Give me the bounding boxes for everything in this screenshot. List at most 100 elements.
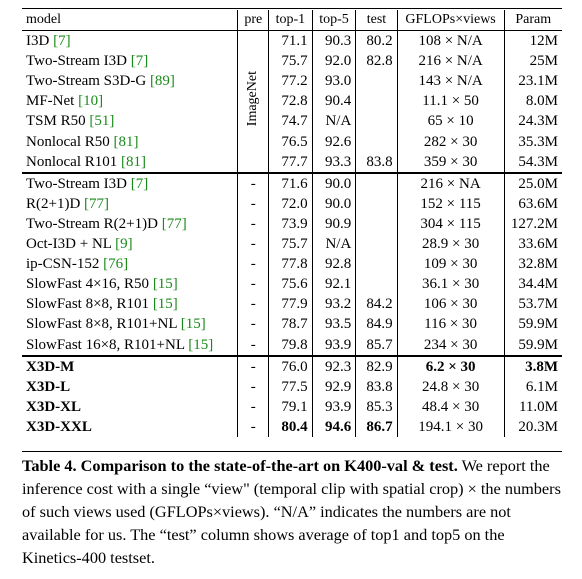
table-row: Two-Stream I3D [7] -71.6 90.0 216 × NA 25.0M — [22, 171, 562, 194]
top5-cell: N/A — [311, 111, 356, 132]
citation-link[interactable]: [15] — [188, 336, 214, 353]
comparison-table: model pre top-1 top-5 test GFLOPs×views … — [22, 10, 562, 437]
top5-cell: 90.9 — [311, 213, 356, 235]
table-row: X3D-L -77.5 92.9 83.8 24.8 × 30 6.1M — [22, 376, 562, 397]
header-row: model pre top-1 top-5 test GFLOPs×views … — [22, 10, 562, 32]
citation-link[interactable]: [81] — [121, 153, 146, 170]
citation-link[interactable]: [76] — [103, 256, 129, 273]
header-model: model — [22, 10, 238, 32]
model-name: SlowFast 16×8, R101+NL — [26, 336, 189, 353]
top5-cell: 90.0 — [311, 171, 356, 194]
table-row: Nonlocal R50 [81] 76.5 92.6 282 × 30 35.3M — [22, 131, 562, 152]
top1-cell: 75.7 — [268, 234, 313, 255]
gflops-cell: 304 × 115 — [396, 213, 505, 235]
citation-link[interactable]: [15] — [152, 276, 178, 293]
model-name-cell: R(2+1)D [77] — [22, 194, 238, 214]
citation-link[interactable]: [77] — [161, 215, 187, 232]
header-gflops: GFLOPs×views — [396, 10, 505, 32]
citation-link[interactable]: [9] — [115, 236, 133, 253]
header-top5: top-5 — [311, 10, 356, 32]
gflops-cell: 282 × 30 — [396, 131, 505, 152]
citation-link[interactable]: [89] — [149, 73, 175, 90]
gflops-cell: 11.1 × 50 — [396, 91, 505, 112]
model-name: X3D-XL — [26, 398, 81, 415]
header-pre: pre — [237, 10, 269, 32]
top5-cell: 92.1 — [311, 274, 356, 295]
pretrain-cell: - — [237, 314, 269, 335]
pretrain-cell: - — [237, 193, 269, 214]
table-row: SlowFast 16×8, R101+NL [15] -79.8 93.9 85.7… — [22, 334, 562, 356]
model-name-cell: X3D-XXL — [22, 417, 238, 437]
param-cell: 25.0M — [503, 171, 562, 194]
model-name: I3D — [26, 33, 54, 50]
param-cell: 59.9M — [503, 334, 562, 356]
gflops-cell: 28.9 × 30 — [396, 234, 505, 255]
gflops-cell: 65 × 10 — [396, 111, 505, 132]
citation-link[interactable]: [77] — [84, 195, 110, 212]
citation-link[interactable]: [7] — [130, 175, 149, 192]
bottom-rule — [22, 451, 562, 452]
model-name: ip-CSN-152 — [26, 256, 104, 273]
gflops-cell: 152 × 115 — [396, 193, 505, 214]
citation-link[interactable]: [81] — [113, 133, 139, 150]
top1-cell: 74.7 — [268, 111, 313, 132]
model-name: MF-Net — [26, 93, 79, 110]
test-cell — [355, 171, 398, 194]
table-row: Two-Stream R(2+1)D [77] -73.9 90.9 304 × 11… — [22, 213, 562, 235]
table-row: Oct-I3D + NL [9] -75.7 N/A 28.9 × 30 33.6M — [22, 234, 562, 255]
param-cell: 54.3M — [503, 151, 562, 173]
param-cell: 127.2M — [503, 213, 562, 235]
gflops-cell: 36.1 × 30 — [396, 274, 505, 295]
table-row: X3D-XXL -80.4 94.6 86.7 194.1 × 30 20.3M — [22, 416, 562, 437]
citation-link[interactable]: [7] — [53, 33, 71, 50]
header-param: Param — [503, 10, 562, 32]
model-name-cell: Oct-I3D + NL [9] — [22, 234, 238, 254]
model-name: X3D-M — [26, 358, 75, 375]
top1-cell: 76.5 — [268, 131, 313, 152]
table-caption: Table 4. Comparison to the state-of-the-… — [22, 454, 562, 569]
top5-cell: 90.3 — [311, 30, 356, 52]
model-name: TSM R50 — [26, 113, 90, 130]
top5-cell: 92.9 — [311, 376, 356, 397]
model-name-cell: X3D-L — [22, 377, 238, 397]
top5-cell: 93.9 — [311, 334, 356, 356]
model-name-cell: X3D-M — [22, 354, 238, 377]
model-name-cell: Two-Stream R(2+1)D [77] — [22, 214, 238, 234]
table-row: Two-Stream I3D [7] 75.7 92.0 82.8 216 × N/A 2… — [22, 51, 562, 72]
param-cell: 6.1M — [503, 376, 562, 397]
citation-link[interactable]: [51] — [89, 113, 115, 130]
table-row: SlowFast 8×8, R101 [15] -77.9 93.2 84.2 106 … — [22, 294, 562, 315]
model-name-cell: Two-Stream I3D [7] — [22, 51, 238, 71]
pretrain-cell: - — [237, 396, 269, 417]
test-cell — [355, 193, 398, 214]
model-name: Two-Stream I3D — [26, 53, 131, 70]
top1-cell: 78.7 — [268, 314, 313, 335]
citation-link[interactable]: [15] — [152, 296, 178, 313]
param-cell: 25M — [503, 51, 562, 72]
model-name: SlowFast 8×8, R101+NL — [26, 316, 181, 333]
test-cell: 85.7 — [355, 334, 398, 356]
top1-cell: 77.9 — [268, 294, 313, 315]
test-cell: 83.8 — [355, 376, 398, 397]
pretrain-cell: - — [237, 294, 269, 315]
citation-link[interactable]: [7] — [130, 53, 149, 70]
top5-cell: 93.3 — [311, 151, 356, 173]
top1-cell: 76.0 — [268, 354, 313, 377]
pretrain-cell: - — [237, 213, 269, 235]
model-name-cell: X3D-XL — [22, 397, 238, 417]
test-cell — [355, 274, 398, 295]
model-name-cell: SlowFast 8×8, R101 [15] — [22, 294, 238, 314]
top5-cell: 94.6 — [311, 416, 356, 437]
top-rule — [22, 8, 562, 9]
test-cell — [355, 254, 398, 275]
param-cell: 12M — [503, 30, 562, 52]
top1-cell: 77.7 — [268, 151, 313, 173]
test-cell: 82.9 — [355, 354, 398, 377]
table-row: Two-Stream S3D-G [89] 77.2 93.0 143 × N/A 23… — [22, 71, 562, 92]
top5-cell: 92.6 — [311, 131, 356, 152]
citation-link[interactable]: [15] — [180, 316, 206, 333]
test-cell: 86.7 — [355, 416, 398, 437]
table-row: X3D-XL -79.1 93.9 85.3 48.4 × 30 11.0M — [22, 396, 562, 417]
citation-link[interactable]: [10] — [78, 93, 104, 110]
param-cell: 23.1M — [503, 71, 562, 92]
